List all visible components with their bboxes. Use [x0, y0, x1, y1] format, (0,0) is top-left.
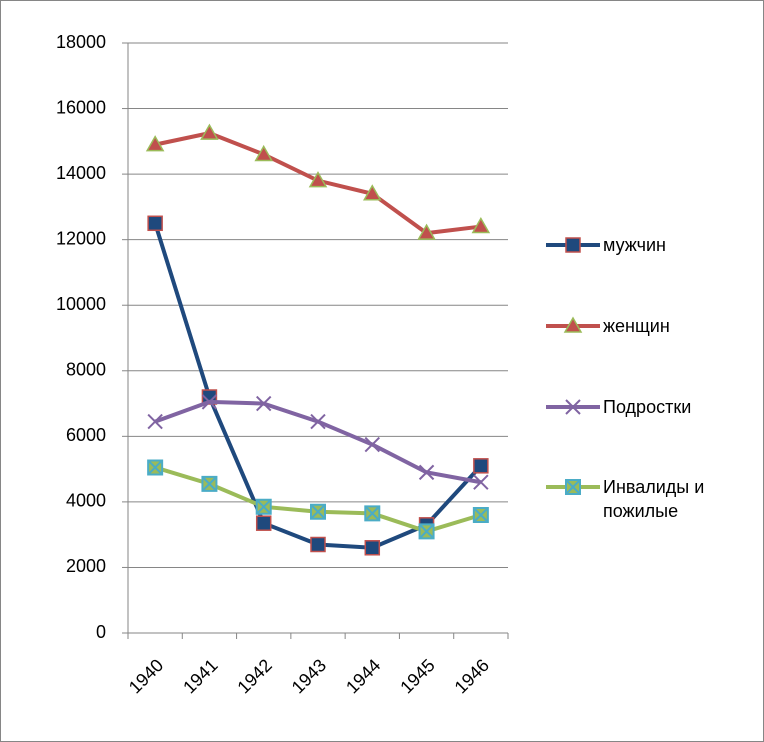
y-tick-label: 4000: [66, 491, 106, 511]
marker: [362, 184, 382, 201]
y-tick-label: 18000: [56, 32, 106, 52]
y-tick-label: 2000: [66, 556, 106, 576]
marker: [310, 413, 326, 430]
marker: [308, 171, 328, 188]
marker: [201, 394, 218, 410]
legend-label: Подростки: [603, 397, 692, 417]
marker: [471, 217, 491, 234]
marker: [310, 503, 326, 520]
marker: [364, 505, 381, 522]
marker: [201, 475, 218, 492]
legend-label: Инвалиды и пожилые: [603, 477, 705, 521]
marker: [147, 413, 163, 430]
marker: [418, 464, 435, 481]
marker: [256, 395, 272, 412]
marker: [417, 223, 436, 240]
marker: [310, 536, 326, 553]
series: [147, 459, 489, 540]
marker: [254, 144, 274, 162]
marker: [473, 474, 489, 490]
marker: [255, 515, 272, 531]
legend-label: мужчин: [603, 235, 666, 255]
marker: [472, 507, 489, 523]
marker: [565, 399, 581, 415]
y-tick-label: 10000: [56, 294, 106, 314]
series: [147, 394, 489, 490]
marker: [565, 479, 581, 495]
series: [145, 123, 491, 240]
marker: [364, 540, 381, 556]
marker: [473, 458, 489, 474]
y-tick-label: 0: [96, 622, 106, 642]
y-tick-label: 14000: [56, 163, 106, 183]
y-tick-label: 8000: [66, 360, 106, 380]
marker: [255, 498, 272, 515]
y-tick-label: 16000: [56, 97, 106, 117]
marker: [418, 523, 435, 540]
marker: [364, 436, 380, 453]
marker: [145, 135, 165, 152]
y-tick-label: 6000: [66, 425, 106, 445]
marker: [565, 237, 581, 253]
marker: [147, 215, 163, 232]
marker: [147, 459, 164, 476]
marker: [200, 123, 219, 140]
y-tick-label: 12000: [56, 228, 106, 248]
legend-label: женщин: [603, 316, 670, 336]
marker: [563, 316, 583, 333]
